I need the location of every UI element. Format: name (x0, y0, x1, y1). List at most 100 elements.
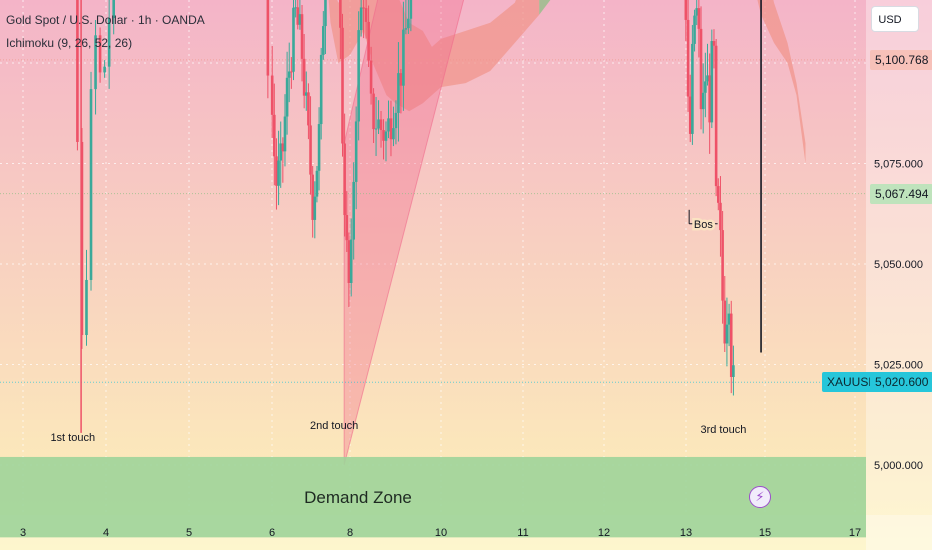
candle-body (364, 8, 368, 22)
candle-body (339, 0, 342, 28)
touch-annotation: 2nd touch (310, 420, 358, 432)
candle-body (285, 77, 289, 117)
candle-body (686, 19, 690, 97)
candle-body (379, 119, 383, 131)
candle-body (399, 73, 403, 86)
kumo-bearish (757, 0, 806, 164)
candle-body (270, 75, 274, 115)
price-axis-label: 5,000.000 (874, 460, 923, 472)
candle-body (372, 93, 375, 130)
candle-body (347, 240, 351, 284)
candle-body (732, 365, 735, 377)
candle-body (290, 71, 293, 73)
touch-annotation: 3rd touch (700, 424, 746, 436)
candle-body (404, 28, 408, 30)
candle-body (369, 60, 373, 94)
time-axis-label: 3 (20, 527, 26, 539)
candle-body (389, 118, 393, 140)
candle-body (103, 66, 106, 73)
indicator-legend[interactable]: Ichimoku (9, 26, 52, 26) (6, 36, 133, 50)
candle-body (98, 35, 102, 73)
kumo-bullish (539, 0, 551, 15)
price-axis-label: 5,025.000 (874, 360, 923, 372)
candle-body (315, 170, 319, 197)
candle-body (296, 7, 300, 25)
candle-body (727, 313, 731, 325)
candle-body (311, 174, 314, 220)
candle-body (283, 116, 287, 152)
bos-label: Bos (694, 219, 713, 231)
time-axis-label: 11 (517, 527, 528, 539)
candle-body (697, 8, 701, 29)
candle-body (277, 160, 280, 186)
candle-body (112, 0, 115, 18)
candle-body (349, 239, 353, 284)
candle-body (710, 41, 714, 123)
candle-body (359, 7, 363, 31)
candle-body (352, 181, 355, 240)
candle-body (394, 112, 398, 129)
candle-body (304, 92, 308, 96)
demand-zone-label: Demand Zone (304, 488, 412, 507)
currency-button[interactable]: USD (871, 6, 919, 32)
candle-body (377, 119, 380, 129)
candle-body (107, 17, 111, 67)
time-axis-label: 4 (103, 527, 109, 539)
kumo-bearish (328, 0, 540, 112)
candle-body (392, 128, 395, 140)
candle-body (341, 27, 344, 144)
candle-body (716, 186, 720, 203)
candle-body (409, 0, 413, 19)
candle-body (708, 75, 711, 123)
candle-body (693, 15, 696, 44)
price-axis-background (866, 0, 932, 550)
lightning-icon[interactable]: ⚡ (749, 486, 771, 508)
candle-body (324, 0, 327, 27)
candle-body (367, 21, 370, 61)
candle-body (357, 30, 360, 122)
price-axis-label: 5,050.000 (874, 259, 923, 271)
candle-body (704, 81, 707, 93)
candle-body (706, 75, 709, 82)
symbol-label: XAUUSD (822, 372, 883, 393)
candle-body (317, 124, 321, 171)
candle-body (300, 14, 304, 59)
candle-body (723, 300, 727, 344)
candle-body (712, 41, 716, 46)
candle-body (354, 121, 358, 182)
candle-body (313, 196, 317, 220)
time-axis-label: 17 (849, 527, 861, 539)
candle-body (699, 28, 703, 110)
time-axis-label: 10 (435, 527, 447, 539)
last-price-label: 5,020.600 (870, 372, 932, 393)
candle-body (362, 7, 365, 9)
candle-body (275, 156, 278, 186)
candle-body (281, 143, 285, 152)
candle-body (322, 26, 325, 55)
candle-body (719, 202, 722, 231)
candle-body (725, 324, 729, 344)
candle-body (402, 29, 405, 86)
candle-body (701, 92, 705, 110)
candle-body (80, 141, 84, 336)
time-axis-label: 13 (680, 527, 692, 539)
candle-body (76, 0, 79, 142)
time-axis-label: 6 (269, 527, 275, 539)
candle-body (294, 7, 297, 9)
touch-annotation: 1st touch (50, 432, 95, 444)
price-label-mid: 5,067.494 (870, 183, 932, 204)
candle-body (688, 96, 692, 134)
candle-body (407, 18, 410, 29)
candle-body (384, 131, 388, 141)
candle-body (298, 14, 302, 25)
candle-body (714, 45, 718, 187)
candle-body (307, 92, 310, 126)
candle-body (691, 43, 694, 134)
candle-body (292, 7, 295, 72)
candle-body (273, 114, 276, 157)
candle-body (85, 279, 88, 336)
candle-body (695, 8, 699, 16)
candle-body (319, 54, 323, 125)
